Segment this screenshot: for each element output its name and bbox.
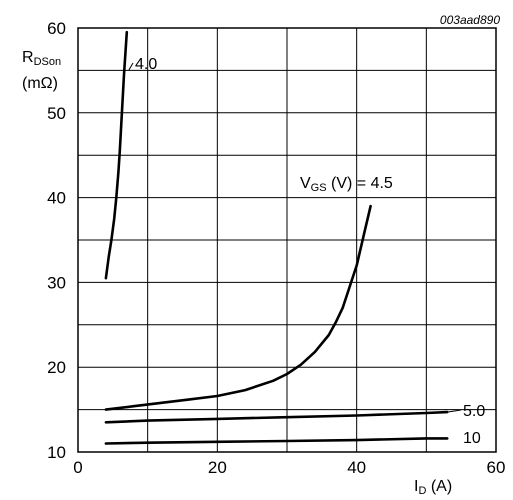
x-tick-label: 0 xyxy=(73,458,82,477)
label-leader-5-0 xyxy=(447,409,462,413)
x-axis-label: ID (A) xyxy=(414,478,452,497)
y-axis-label-main: R xyxy=(22,49,34,66)
legend-title-sub: GS xyxy=(311,182,327,194)
x-tick-label: 40 xyxy=(347,458,366,477)
y-tick-label: 10 xyxy=(47,443,66,462)
y-tick-label: 40 xyxy=(47,189,66,208)
x-axis-label-sub: D xyxy=(418,485,426,497)
y-axis-label-sub: DSon xyxy=(34,56,62,68)
plot-frame xyxy=(77,27,497,453)
y-axis-unit: (mΩ) xyxy=(22,75,58,92)
series-lines xyxy=(104,30,462,445)
y-axis-label: RDSon xyxy=(22,49,61,68)
legend-title: VGS (V) = 4.5 xyxy=(300,175,393,194)
series-label-10: 10 xyxy=(463,430,481,447)
x-tick-label: 60 xyxy=(487,458,506,477)
y-tick-label: 50 xyxy=(47,104,66,123)
series-line-5-0 xyxy=(104,410,449,424)
series-label-5-0: 5.0 xyxy=(463,403,485,420)
series-line-10 xyxy=(104,437,449,445)
y-tick-label: 20 xyxy=(47,358,66,377)
document-id: 003aad890 xyxy=(440,13,500,27)
series-line-4-5 xyxy=(104,204,372,411)
grid xyxy=(78,28,496,452)
label-leader-4-0 xyxy=(128,62,134,71)
legend-title-main: V xyxy=(300,175,311,192)
y-tick-label: 30 xyxy=(47,273,66,292)
y-tick-label: 60 xyxy=(47,19,66,38)
x-tick-label: 20 xyxy=(208,458,227,477)
tick-labels: 0 20 40 60 10 20 30 40 50 60 xyxy=(47,19,505,477)
x-axis-label-unit: (A) xyxy=(426,478,452,495)
x-axis-label-main: I xyxy=(414,478,418,495)
legend-title-unit: (V) = 4.5 xyxy=(327,175,393,192)
series-label-4-0: 4.0 xyxy=(135,56,157,73)
series-line-4-0 xyxy=(104,30,129,280)
